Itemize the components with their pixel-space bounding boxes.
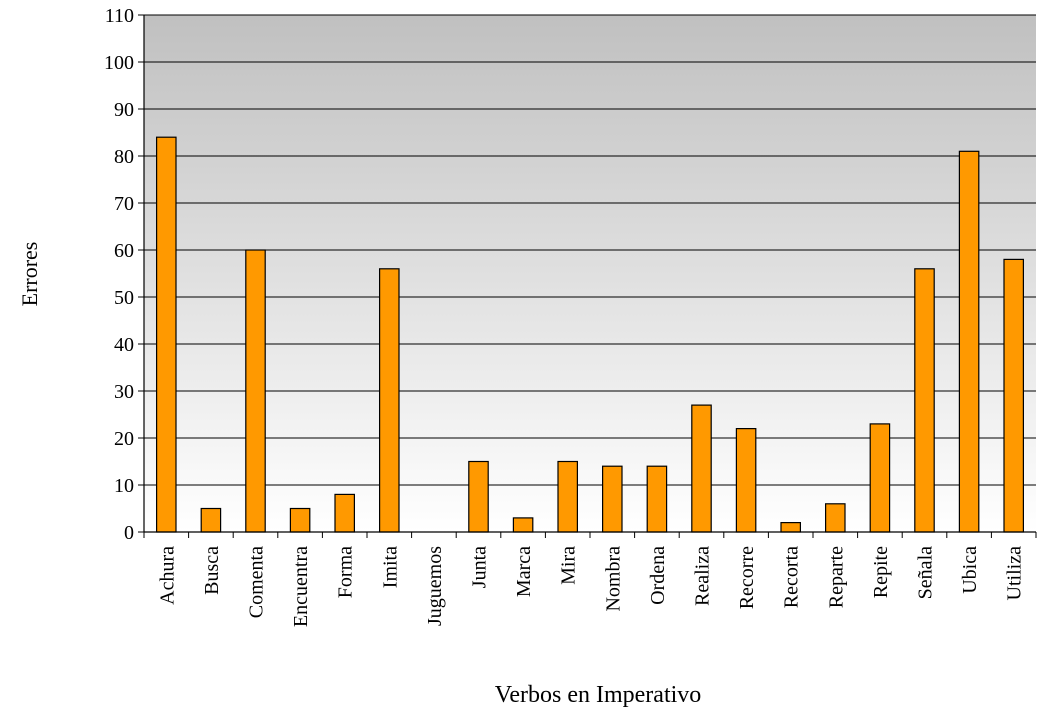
y-tick-label: 90 bbox=[114, 99, 134, 121]
bars bbox=[155, 136, 1025, 533]
bar-achura bbox=[155, 136, 177, 533]
x-tick-label: Mira bbox=[558, 546, 580, 585]
bar-forma bbox=[334, 493, 356, 533]
y-tick-label: 30 bbox=[114, 381, 134, 403]
x-axis-title: Verbos en Imperativo bbox=[495, 682, 702, 708]
x-tick-label: Reparte bbox=[825, 546, 847, 608]
bar-marca bbox=[512, 517, 534, 533]
x-tick-label: Ubica bbox=[959, 546, 981, 594]
bar-encuentra bbox=[289, 507, 311, 533]
bar-imita bbox=[378, 268, 400, 533]
y-tick-label: 70 bbox=[114, 193, 134, 215]
bar-realiza bbox=[691, 404, 712, 533]
bar-repite bbox=[869, 423, 891, 533]
x-tick-label: Recorta bbox=[781, 546, 803, 608]
x-tick-label: Marca bbox=[513, 546, 535, 597]
bar-ordena bbox=[646, 465, 668, 533]
y-tick-label: 110 bbox=[105, 5, 134, 27]
bar-comenta bbox=[245, 249, 266, 533]
y-tick-labels: 0 10 20 30 40 50 60 70 80 90 100 110 bbox=[104, 5, 134, 544]
x-tick-labels: Achura Busca Comenta Encuentra Forma Imita Jug… bbox=[156, 546, 1025, 627]
y-tick-label: 80 bbox=[114, 146, 134, 168]
x-tick-label: Utiliza bbox=[1004, 546, 1026, 601]
x-tick-label: Comenta bbox=[246, 546, 268, 618]
bar-recorta bbox=[780, 521, 802, 533]
bar-recorre bbox=[735, 428, 757, 533]
x-tick-label: Forma bbox=[335, 546, 357, 598]
x-tick-label: Juguemos bbox=[424, 546, 446, 626]
x-tick-label: Realiza bbox=[692, 546, 714, 606]
y-tick-label: 0 bbox=[124, 522, 134, 544]
x-tick-label: Junta bbox=[469, 546, 491, 588]
bar-reparte bbox=[824, 503, 846, 533]
x-tick-label: Nombra bbox=[602, 546, 624, 612]
x-tick-label: Ordena bbox=[647, 546, 669, 605]
axes bbox=[138, 14, 1037, 538]
y-tick-label: 40 bbox=[114, 334, 134, 356]
x-tick-label: Imita bbox=[379, 546, 401, 588]
y-tick-label: 50 bbox=[114, 287, 134, 309]
y-tick-label: 60 bbox=[114, 240, 134, 262]
bar-nombra bbox=[601, 465, 623, 533]
x-tick-label: Señala bbox=[915, 546, 937, 599]
bar-utiliza bbox=[1003, 258, 1025, 533]
bar-busca bbox=[200, 507, 222, 533]
bar-mira bbox=[557, 460, 579, 533]
bar-señala bbox=[914, 268, 935, 533]
bar-ubica bbox=[958, 150, 980, 533]
x-tick-label: Repite bbox=[870, 546, 892, 598]
y-tick-label: 100 bbox=[104, 52, 134, 74]
x-tick-label: Busca bbox=[201, 546, 223, 595]
y-tick-label: 20 bbox=[114, 428, 134, 450]
x-tick-label: Encuentra bbox=[290, 546, 312, 627]
y-tick-label: 10 bbox=[114, 475, 134, 497]
plot-area bbox=[144, 15, 1036, 532]
bar-junta bbox=[468, 460, 489, 533]
y-axis-title: Errores bbox=[17, 242, 42, 307]
x-tick-label: Recorre bbox=[736, 546, 758, 609]
x-tick-label: Achura bbox=[156, 546, 178, 605]
